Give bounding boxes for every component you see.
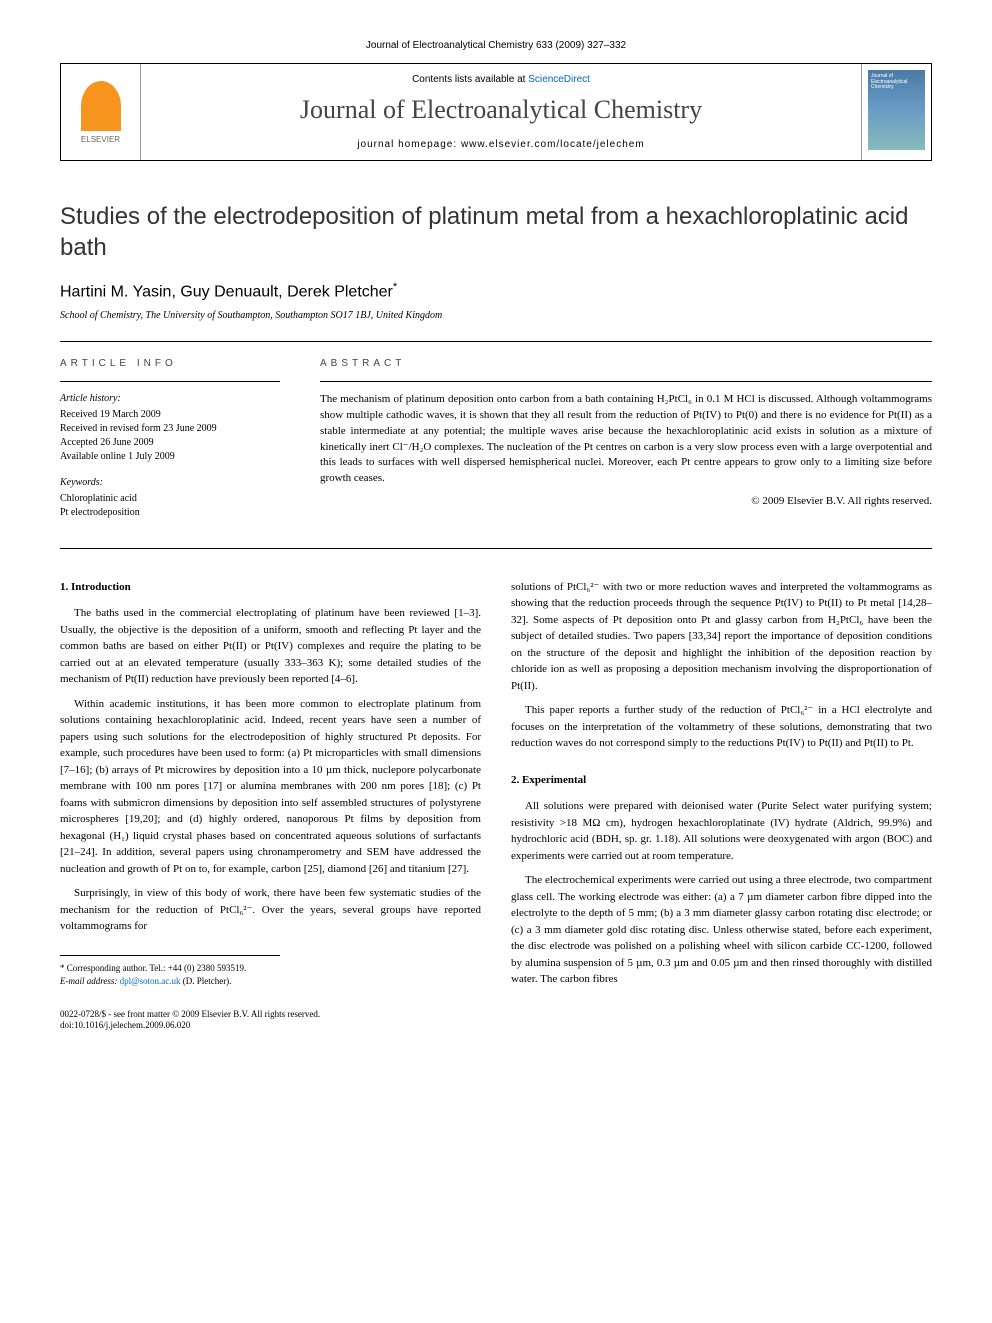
intro-para-3: Surprisingly, in view of this body of wo… [60,885,481,935]
article-info-column: ARTICLE INFO Article history: Received 1… [60,358,280,532]
author-list: Hartini M. Yasin, Guy Denuault, Derek Pl… [60,281,932,301]
affiliation: School of Chemistry, The University of S… [60,310,932,321]
email-label: E-mail address: [60,976,120,986]
experimental-heading: 2. Experimental [511,772,932,789]
intro-heading: 1. Introduction [60,579,481,596]
abstract-divider [320,381,932,382]
journal-homepage-line: journal homepage: www.elsevier.com/locat… [161,139,841,150]
history-label: Article history: [60,392,280,406]
elsevier-text: ELSEVIER [81,135,120,144]
abstract-heading: ABSTRACT [320,358,932,369]
divider-bottom [60,548,932,549]
received-date: Received 19 March 2009 [60,408,280,422]
left-column: 1. Introduction The baths used in the co… [60,579,481,1032]
journal-citation-header: Journal of Electroanalytical Chemistry 6… [60,40,932,51]
cover-image: Journal of Electroanalytical Chemistry [868,70,925,150]
doi-line: doi:10.1016/j.jelechem.2009.06.020 [60,1020,481,1032]
keywords-label: Keywords: [60,476,280,490]
abstract-text: The mechanism of platinum deposition ont… [320,392,932,488]
abstract-column: ABSTRACT The mechanism of platinum depos… [320,358,932,532]
journal-homepage-link[interactable]: www.elsevier.com/locate/jelechem [461,139,645,150]
exp-para-1: All solutions were prepared with deionis… [511,798,932,864]
intro-para-1: The baths used in the commercial electro… [60,605,481,688]
abstract-copyright: © 2009 Elsevier B.V. All rights reserved… [320,495,932,507]
sciencedirect-link[interactable]: ScienceDirect [528,74,590,85]
col2-para-1: solutions of PtCl₆²⁻ with two or more re… [511,579,932,695]
info-abstract-row: ARTICLE INFO Article history: Received 1… [60,342,932,548]
corr-email-line: E-mail address: dpl@soton.ac.uk (D. Plet… [60,975,280,989]
revised-date: Received in revised form 23 June 2009 [60,422,280,436]
info-divider [60,381,280,382]
homepage-prefix: journal homepage: [357,139,461,150]
elsevier-logo: ELSEVIER [61,64,141,160]
footer-bottom: 0022-0728/$ - see front matter © 2009 El… [60,1009,481,1032]
right-column: solutions of PtCl₆²⁻ with two or more re… [511,579,932,1032]
keyword-1: Chloroplatinic acid [60,492,280,506]
corresponding-marker: * [393,281,397,293]
contents-line: Contents lists available at ScienceDirec… [161,74,841,85]
authors-text: Hartini M. Yasin, Guy Denuault, Derek Pl… [60,284,393,301]
issn-line: 0022-0728/$ - see front matter © 2009 El… [60,1009,481,1021]
body-columns: 1. Introduction The baths used in the co… [60,579,932,1032]
elsevier-tree-icon [81,81,121,131]
online-date: Available online 1 July 2009 [60,450,280,464]
corr-author-tel: * Corresponding author. Tel.: +44 (0) 23… [60,962,280,976]
journal-name: Journal of Electroanalytical Chemistry [161,95,841,125]
email-link[interactable]: dpl@soton.ac.uk [120,976,181,986]
contents-prefix: Contents lists available at [412,74,528,85]
accepted-date: Accepted 26 June 2009 [60,436,280,450]
article-info-heading: ARTICLE INFO [60,358,280,369]
article-title: Studies of the electrodeposition of plat… [60,201,932,263]
email-suffix: (D. Pletcher). [180,976,231,986]
intro-para-2: Within academic institutions, it has bee… [60,696,481,878]
keyword-2: Pt electrodeposition [60,506,280,520]
header-center: Contents lists available at ScienceDirec… [141,64,861,160]
cover-thumb-title: Journal of Electroanalytical Chemistry [871,74,925,91]
journal-header-box: ELSEVIER Contents lists available at Sci… [60,63,932,161]
corresponding-author-footer: * Corresponding author. Tel.: +44 (0) 23… [60,955,280,989]
exp-para-2: The electrochemical experiments were car… [511,872,932,988]
col2-para-2: This paper reports a further study of th… [511,702,932,752]
journal-cover-thumb: Journal of Electroanalytical Chemistry [861,64,931,160]
